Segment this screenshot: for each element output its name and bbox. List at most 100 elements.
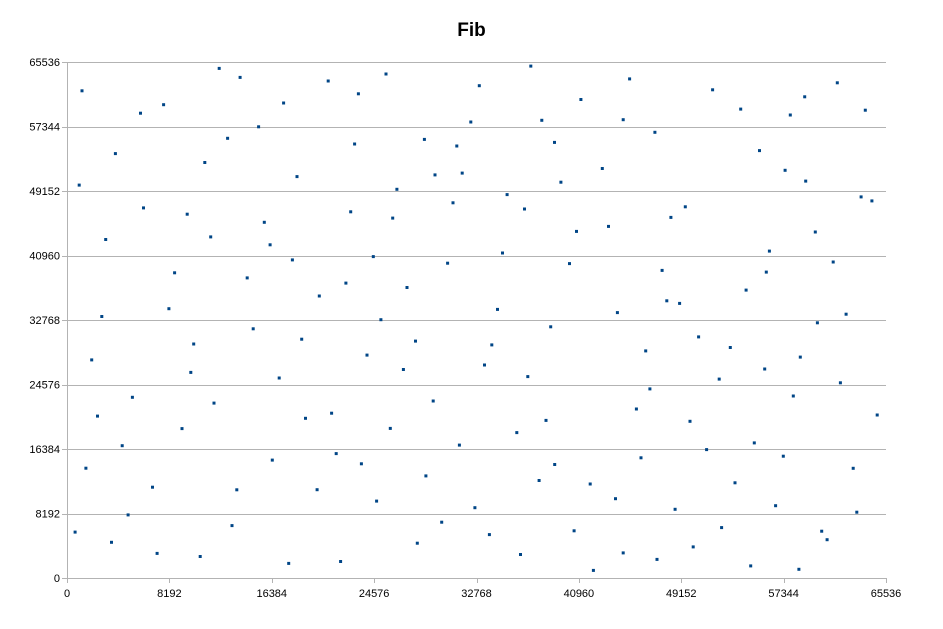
data-point	[744, 288, 748, 292]
data-point	[300, 337, 304, 341]
data-point	[749, 564, 753, 568]
data-point	[353, 142, 357, 146]
data-point	[391, 216, 395, 220]
y-tick-label: 16384	[29, 444, 60, 456]
data-point	[634, 407, 638, 411]
data-point	[173, 271, 177, 275]
data-point	[501, 251, 504, 255]
data-point	[813, 230, 817, 234]
data-point	[304, 416, 307, 420]
data-point	[80, 89, 84, 93]
data-point	[375, 499, 379, 503]
data-point	[142, 206, 145, 210]
data-point	[591, 568, 595, 572]
data-point	[519, 553, 522, 556]
data-point	[615, 311, 619, 315]
data-point	[257, 125, 261, 129]
data-point	[758, 149, 761, 153]
data-point	[844, 312, 848, 316]
data-point	[104, 238, 108, 241]
data-point	[798, 355, 802, 359]
data-point	[113, 152, 117, 156]
data-point	[579, 98, 583, 101]
data-point	[855, 510, 859, 514]
data-point	[334, 452, 338, 456]
x-tick-label: 16384	[256, 588, 287, 600]
data-point	[648, 387, 652, 391]
axes	[62, 62, 887, 583]
data-point	[870, 199, 874, 203]
y-tick-label: 49152	[29, 186, 60, 198]
x-tick-label: 24576	[359, 588, 390, 600]
data-point	[100, 315, 104, 318]
data-point	[290, 258, 294, 262]
data-point	[559, 180, 563, 184]
data-point	[788, 113, 792, 117]
data-point	[655, 557, 659, 561]
data-point	[384, 72, 388, 76]
data-point	[621, 118, 625, 122]
data-point	[540, 118, 544, 122]
data-point	[424, 474, 428, 478]
x-tick-label: 57344	[768, 588, 799, 600]
data-point	[457, 443, 461, 447]
data-point	[422, 137, 426, 141]
y-tick-label: 32768	[29, 315, 60, 327]
gridlines	[67, 62, 886, 515]
data-point	[825, 538, 829, 542]
data-point	[251, 327, 255, 331]
data-point	[544, 418, 548, 422]
data-point	[282, 101, 286, 105]
data-point	[349, 210, 353, 214]
data-point	[600, 167, 604, 170]
data-point	[451, 201, 455, 205]
data-point	[820, 529, 824, 533]
data-point	[529, 64, 533, 68]
chart-title: Fib	[457, 20, 486, 41]
data-point	[189, 370, 193, 374]
y-tick-label: 65536	[29, 57, 60, 69]
data-point	[167, 307, 171, 311]
data-point	[315, 488, 319, 492]
data-point	[781, 454, 785, 458]
data-point	[644, 349, 648, 353]
data-point	[192, 342, 196, 346]
data-point	[526, 375, 530, 379]
y-tick-label: 8192	[36, 509, 60, 521]
data-point	[90, 358, 94, 362]
data-point	[268, 243, 272, 247]
data-point	[515, 431, 519, 435]
data-point	[477, 84, 481, 88]
data-point	[607, 224, 610, 228]
data-point	[73, 530, 77, 534]
data-point	[553, 140, 556, 144]
data-point	[414, 339, 417, 343]
data-point	[431, 399, 435, 403]
data-point	[639, 456, 643, 460]
data-point	[691, 545, 695, 549]
data-point	[774, 504, 778, 508]
data-point	[739, 107, 743, 111]
data-point	[295, 175, 299, 179]
data-points	[73, 64, 879, 572]
data-point	[487, 533, 491, 537]
data-point	[537, 479, 541, 482]
data-point	[553, 463, 557, 466]
data-point	[155, 551, 159, 555]
x-tick-label: 32768	[461, 588, 492, 600]
data-point	[405, 286, 409, 289]
data-point	[139, 111, 142, 115]
data-point	[212, 401, 216, 405]
data-point	[831, 260, 835, 264]
data-point	[678, 301, 682, 305]
data-point	[669, 215, 673, 219]
data-point	[185, 212, 189, 216]
data-point	[217, 66, 221, 70]
data-point	[660, 268, 664, 272]
data-point	[415, 541, 419, 545]
data-point	[371, 255, 375, 259]
data-point	[875, 413, 879, 417]
y-tick-label: 0	[54, 573, 60, 585]
data-point	[791, 394, 795, 398]
data-point	[287, 561, 291, 565]
